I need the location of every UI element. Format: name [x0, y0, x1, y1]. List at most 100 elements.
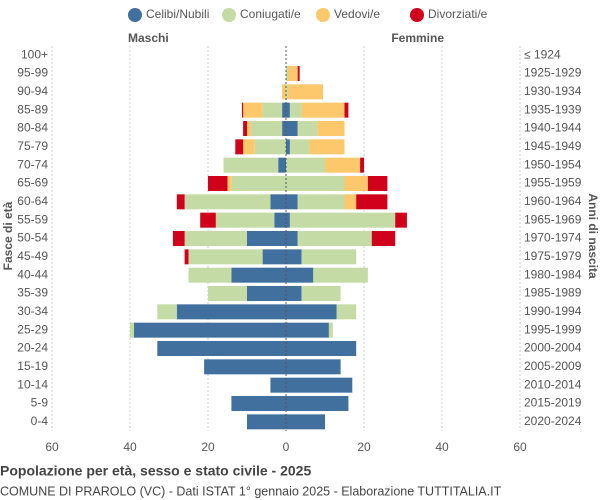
bar-male — [184, 249, 189, 265]
x-tick-label: 20 — [201, 440, 215, 454]
age-label: 80-84 — [17, 121, 48, 135]
bar-male — [188, 267, 232, 283]
bar-male — [200, 212, 216, 228]
year-label: 1925-1929 — [524, 66, 582, 80]
year-label: 1970-1974 — [524, 231, 582, 245]
bar-male — [235, 139, 244, 155]
year-label: 1995-1999 — [524, 322, 582, 336]
bar-male — [241, 102, 244, 118]
bar-female — [371, 231, 396, 246]
year-label: 1930-1934 — [524, 84, 582, 98]
bar-female — [325, 157, 361, 173]
bar-male — [184, 194, 271, 210]
legend-label: Vedovi/e — [334, 7, 380, 21]
bar-female — [289, 212, 396, 228]
bar-female — [286, 396, 349, 411]
bar-female — [286, 121, 298, 136]
bar-male — [231, 267, 286, 283]
legend-label: Coniugati/e — [240, 7, 301, 21]
bar-female — [286, 139, 290, 155]
legend-marker — [222, 8, 236, 22]
x-tick-label: 60 — [45, 440, 59, 454]
year-label: 1940-1944 — [524, 121, 582, 135]
chart-title: Popolazione per età, sesso e stato civil… — [0, 463, 311, 479]
bar-male — [188, 249, 263, 265]
bar-female — [356, 194, 388, 210]
year-label: 2020-2024 — [524, 414, 582, 428]
bar-female — [286, 66, 288, 81]
age-label: 15-19 — [17, 359, 48, 373]
bar-male — [247, 286, 286, 301]
bar-male — [254, 139, 286, 155]
bar-male — [282, 102, 286, 118]
bar-female — [395, 212, 407, 228]
year-label: 2005-2009 — [524, 359, 582, 373]
bar-male — [157, 341, 286, 356]
bar-female — [286, 304, 337, 320]
bar-male — [172, 231, 185, 246]
bar-female — [286, 359, 341, 375]
bar-female — [297, 66, 300, 81]
bar-female — [328, 322, 333, 338]
bar-female — [289, 102, 302, 118]
bar-female — [367, 176, 388, 191]
bar-female — [286, 286, 302, 301]
year-label: 1975-1979 — [524, 249, 582, 263]
bar-male — [243, 139, 255, 155]
legend-marker — [410, 8, 424, 22]
bar-male — [247, 231, 286, 246]
bar-female — [286, 84, 288, 100]
bar-male — [157, 304, 177, 320]
bar-male — [282, 84, 286, 100]
bar-female — [286, 231, 298, 246]
year-label: 1945-1949 — [524, 139, 582, 153]
bar-male — [247, 121, 251, 136]
year-label: 2015-2019 — [524, 396, 582, 410]
bar-female — [344, 194, 357, 210]
left-label: Maschi — [128, 31, 169, 45]
year-label: 1965-1969 — [524, 212, 582, 226]
bar-female — [344, 102, 349, 118]
age-label: 90-94 — [17, 84, 48, 98]
year-label: 1985-1989 — [524, 286, 582, 300]
bar-male — [208, 286, 247, 301]
bar-male — [231, 176, 286, 191]
bar-female — [301, 249, 357, 265]
age-label: 30-34 — [17, 304, 48, 318]
bar-male — [227, 176, 232, 191]
bar-female — [360, 157, 364, 173]
bar-female — [297, 194, 345, 210]
bar-male — [231, 396, 286, 411]
age-label: 10-14 — [17, 377, 48, 391]
year-label: ≤ 1924 — [524, 47, 561, 61]
age-label: 35-39 — [17, 286, 48, 300]
bar-male — [282, 121, 286, 136]
age-label: 100+ — [21, 47, 48, 61]
bar-male — [223, 157, 279, 173]
bar-female — [313, 267, 368, 283]
bar-female — [289, 139, 310, 155]
age-label: 25-29 — [17, 322, 48, 336]
age-label: 70-74 — [17, 157, 48, 171]
bar-female — [286, 194, 298, 210]
age-label: 55-59 — [17, 212, 48, 226]
bar-female — [309, 139, 345, 155]
age-label: 45-49 — [17, 249, 48, 263]
y-axis-label: Fasce di età — [1, 201, 15, 270]
bar-male — [274, 212, 286, 228]
year-label: 1960-1964 — [524, 194, 582, 208]
bar-male — [270, 194, 286, 210]
bar-female — [286, 157, 325, 173]
bar-female — [286, 414, 325, 430]
bar-female — [286, 102, 290, 118]
bar-female — [301, 102, 345, 118]
bar-male — [243, 121, 247, 136]
year-label: 2010-2014 — [524, 377, 582, 391]
bar-female — [344, 176, 368, 191]
bar-female — [286, 267, 314, 283]
bar-male — [204, 359, 286, 375]
year-label: 1950-1954 — [524, 157, 582, 171]
bar-male — [270, 377, 286, 393]
bar-female — [297, 121, 318, 136]
